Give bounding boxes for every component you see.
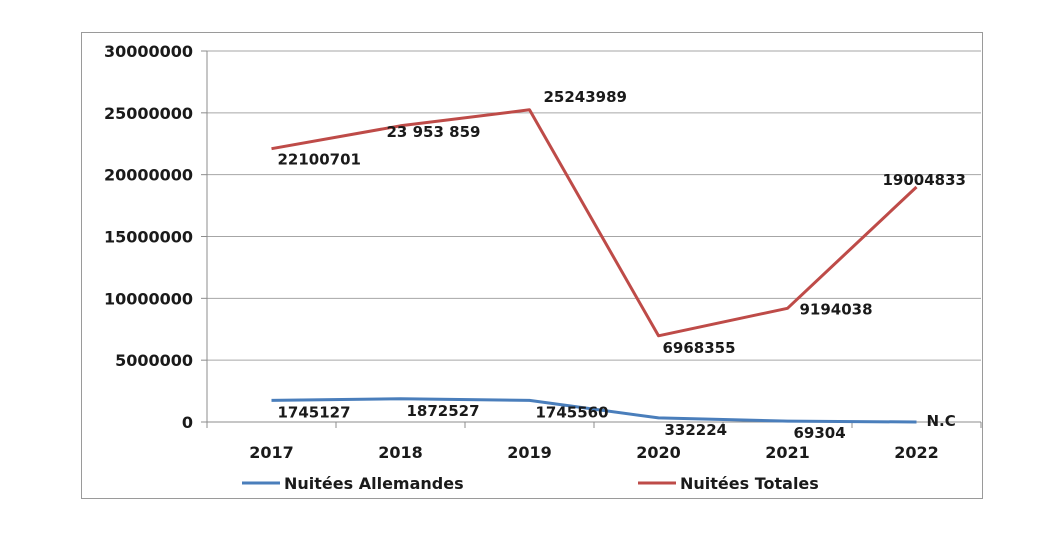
legend-label: Nuitées Allemandes (284, 474, 464, 493)
axes (201, 50, 982, 428)
x-tick-label: 2021 (765, 443, 810, 462)
y-tick-label: 20000000 (104, 166, 193, 185)
x-tick-label: 2020 (636, 443, 681, 462)
x-tick-label: 2019 (507, 443, 552, 462)
x-tick-label: 2022 (894, 443, 939, 462)
x-axis-tick-labels: 2017 2018 2019 2020 2021 2022 (249, 443, 939, 462)
data-label: 22100701 (278, 151, 362, 169)
data-label: 1745127 (278, 403, 351, 421)
legend: Nuitées Allemandes Nuitées Totales (242, 474, 819, 493)
x-tick-label: 2018 (378, 443, 423, 462)
gridlines (207, 50, 981, 361)
y-tick-label: 5000000 (115, 351, 193, 370)
y-tick-label: 10000000 (104, 289, 193, 308)
data-label: 19004833 (883, 171, 967, 189)
data-label: 1745560 (536, 403, 609, 421)
y-axis-tick-labels: 30000000 25000000 20000000 15000000 10000000… (104, 42, 193, 432)
y-tick-label: 25000000 (104, 104, 193, 123)
data-labels: 1745127 1872527 1745560 332224 69304 N.C 22100… (278, 88, 967, 442)
y-tick-label: 30000000 (104, 42, 193, 61)
data-label: 6968355 (663, 339, 736, 357)
y-tick-label: 0 (182, 413, 193, 432)
data-label: 69304 (794, 424, 846, 442)
data-label: 1872527 (407, 402, 480, 420)
data-label: 9194038 (800, 300, 873, 318)
data-label: 25243989 (544, 88, 628, 106)
chart-frame (81, 32, 983, 499)
series-line-2 (271, 108, 918, 338)
data-label: 332224 (665, 421, 728, 439)
legend-label: Nuitées Totales (680, 474, 819, 493)
series-lines (271, 108, 918, 424)
series-line-1 (271, 397, 917, 424)
data-label: 23 953 859 (387, 123, 481, 141)
x-tick-label: 2017 (249, 443, 294, 462)
data-label: N.C (927, 412, 956, 430)
y-tick-label: 15000000 (104, 228, 193, 247)
